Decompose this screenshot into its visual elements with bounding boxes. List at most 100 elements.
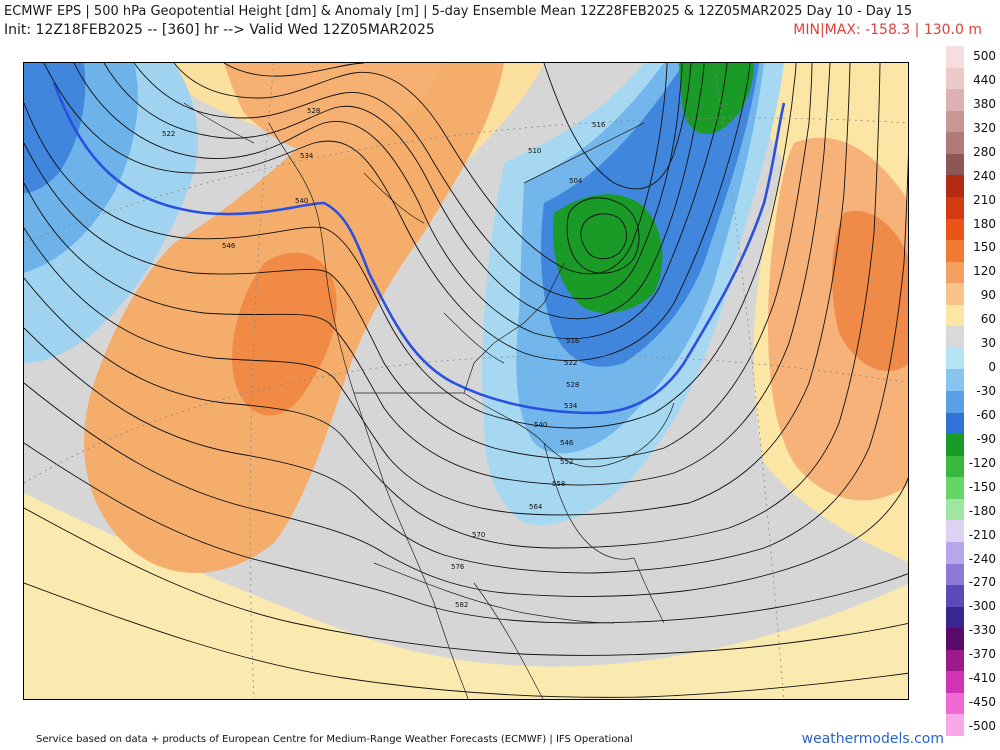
colorbar-swatch bbox=[946, 261, 964, 284]
anomaly-zero-south bbox=[321, 492, 533, 600]
brand-link[interactable]: weathermodels.com bbox=[801, 731, 944, 747]
height-label: 516 bbox=[592, 121, 606, 129]
colorbar-tick-label: 440 bbox=[973, 72, 996, 87]
colorbar-tick-label: 150 bbox=[973, 240, 996, 255]
colorbar-swatch bbox=[946, 585, 964, 607]
colorbar-tick-label: -300 bbox=[968, 599, 996, 614]
height-label: 540 bbox=[534, 421, 547, 429]
colorbar-swatch bbox=[946, 412, 964, 435]
graticule bbox=[24, 63, 908, 699]
data-source-credit: Service based on data + products of Euro… bbox=[36, 734, 633, 745]
colorbar-swatch bbox=[946, 477, 964, 499]
colorbar-swatch bbox=[946, 240, 964, 262]
weather-map: 522 528 534 540 546 510 516 504 516 522 … bbox=[23, 62, 909, 700]
anomaly-ridge-atlantic-core bbox=[832, 211, 908, 372]
colorbar-swatch bbox=[946, 541, 964, 564]
coastlines bbox=[183, 102, 675, 699]
colorbar-tick-label: -270 bbox=[968, 575, 996, 590]
colorbar-tick-label: 0 bbox=[988, 360, 996, 375]
colorbar-swatch bbox=[946, 714, 964, 736]
colorbar-tick-label: -370 bbox=[968, 647, 996, 662]
colorbar-tick-label: 90 bbox=[980, 288, 996, 303]
colorbar-swatch bbox=[946, 434, 964, 456]
colorbar-swatch bbox=[946, 606, 964, 629]
colorbar-swatch bbox=[946, 218, 964, 241]
colorbar-tick-label: 320 bbox=[973, 120, 996, 135]
height-label: 528 bbox=[566, 381, 579, 389]
colorbar-tick-label: -240 bbox=[968, 551, 996, 566]
colorbar-swatch bbox=[946, 347, 964, 370]
height-label: 540 bbox=[295, 197, 308, 205]
colorbar-tick-label: -330 bbox=[968, 623, 996, 638]
colorbar-swatch bbox=[946, 520, 964, 542]
height-labels: 522 528 534 540 546 510 516 504 516 522 … bbox=[162, 107, 606, 609]
height-label: 516 bbox=[566, 337, 580, 345]
height-label: 552 bbox=[560, 458, 573, 466]
height-contour-540 bbox=[52, 82, 786, 415]
colorbar-swatch bbox=[946, 692, 964, 715]
height-label: 504 bbox=[569, 177, 583, 185]
colorbar-swatch bbox=[946, 455, 964, 478]
colorbar-tick-label: 500 bbox=[973, 49, 996, 63]
colorbar-swatch bbox=[946, 283, 964, 305]
colorbar-tick-label: -210 bbox=[968, 527, 996, 542]
colorbar-swatch bbox=[946, 175, 964, 197]
anomaly-ridge-core bbox=[232, 252, 337, 416]
colorbar-swatch bbox=[946, 46, 964, 68]
height-label: 534 bbox=[300, 152, 314, 160]
height-label: 528 bbox=[307, 107, 320, 115]
colorbar-swatch bbox=[946, 326, 964, 348]
anomaly-trough-pacific-core bbox=[24, 63, 86, 193]
colorbar-swatch bbox=[946, 89, 964, 111]
height-label: 576 bbox=[451, 563, 465, 571]
colorbar-swatch bbox=[946, 649, 964, 672]
height-label: 546 bbox=[560, 439, 574, 447]
colorbar-tick-label: 380 bbox=[973, 96, 996, 111]
anomaly-trough-core-greenland bbox=[679, 63, 754, 134]
colorbar-tick-label: 240 bbox=[973, 168, 996, 183]
map-subtitle: Init: 12Z18FEB2025 -- [360] hr --> Valid… bbox=[4, 22, 435, 38]
colorbar-swatch bbox=[946, 67, 964, 90]
map-title: ECMWF EPS | 500 hPa Geopotential Height … bbox=[4, 4, 913, 19]
anomaly-weak-positive-south bbox=[24, 493, 908, 699]
colorbar-tick-label: 120 bbox=[973, 264, 996, 279]
colorbar-tick-label: 180 bbox=[973, 216, 996, 231]
colorbar-tick-label: 30 bbox=[980, 336, 996, 351]
colorbar-swatch bbox=[946, 628, 964, 650]
height-label: 546 bbox=[222, 242, 236, 250]
anomaly-colorbar bbox=[946, 46, 964, 736]
colorbar-tick-label: -500 bbox=[968, 719, 996, 733]
anomaly-trough-core-hudson bbox=[553, 194, 663, 313]
colorbar-swatch bbox=[946, 369, 964, 391]
height-contours bbox=[24, 63, 908, 698]
colorbar-swatch bbox=[946, 563, 964, 586]
colorbar-tick-label: -30 bbox=[976, 384, 996, 398]
height-label: 510 bbox=[528, 147, 541, 155]
anomaly-ridge-north bbox=[224, 63, 444, 156]
height-label: 522 bbox=[564, 359, 577, 367]
colorbar-swatch bbox=[946, 196, 964, 219]
colorbar-tick-label: -120 bbox=[968, 455, 996, 470]
colorbar-swatch bbox=[946, 110, 964, 133]
colorbar-swatch bbox=[946, 304, 964, 327]
colorbar-tick-label: 210 bbox=[973, 192, 996, 207]
colorbar-swatch bbox=[946, 391, 964, 413]
colorbar-swatch bbox=[946, 132, 964, 154]
colorbar-swatch bbox=[946, 153, 964, 176]
colorbar-tick-label: 280 bbox=[973, 144, 996, 159]
colorbar-tick-label: -150 bbox=[968, 479, 996, 494]
height-label: 582 bbox=[455, 601, 468, 609]
colorbar-tick-label: -180 bbox=[968, 503, 996, 518]
height-label: 558 bbox=[552, 480, 565, 488]
height-label: 534 bbox=[564, 402, 578, 410]
height-label: 522 bbox=[162, 130, 175, 138]
colorbar-tick-label: 60 bbox=[980, 312, 996, 327]
colorbar-tick-label: -450 bbox=[968, 695, 996, 710]
colorbar-tick-label: -90 bbox=[976, 431, 996, 446]
colorbar-swatch bbox=[946, 498, 964, 521]
min-max-readout: MIN|MAX: -158.3 | 130.0 m bbox=[793, 22, 982, 38]
height-label: 564 bbox=[529, 503, 543, 511]
colorbar-swatch bbox=[946, 671, 964, 693]
height-label: 570 bbox=[472, 531, 485, 539]
map-canvas: 522 528 534 540 546 510 516 504 516 522 … bbox=[24, 63, 908, 699]
